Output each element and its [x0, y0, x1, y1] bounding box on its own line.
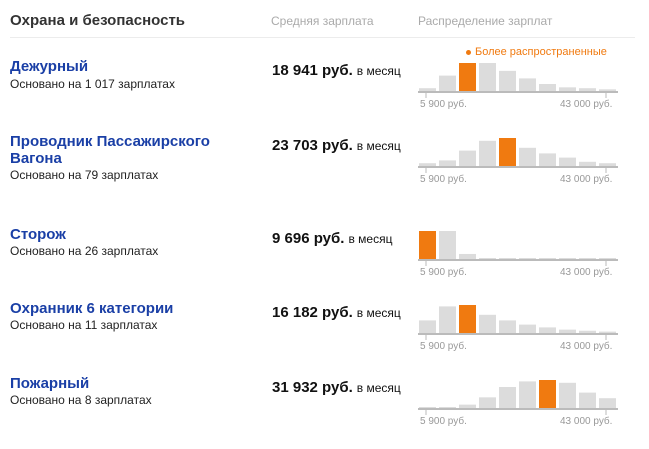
histogram-bar	[559, 329, 576, 333]
legend-dot-icon	[466, 49, 471, 55]
histogram-bar	[459, 404, 476, 408]
histogram-bar	[499, 387, 516, 408]
job-basis: Основано на 79 зарплатах	[10, 168, 159, 182]
job-title-link[interactable]: Проводник Пассажирского Вагона	[10, 133, 210, 167]
histogram-bar	[439, 160, 456, 166]
histogram-bar	[539, 258, 556, 259]
salary-histogram: 5 900 руб. 43 000 руб.	[418, 305, 618, 352]
histogram-bar	[519, 147, 536, 166]
salary-value: 9 696 руб.	[272, 230, 345, 247]
histogram-bar	[499, 320, 516, 333]
histogram-bar	[579, 88, 596, 91]
salary-unit: в месяц	[356, 64, 401, 78]
histogram-bar	[559, 157, 576, 166]
average-salary: 31 932 руб. в месяц	[272, 379, 401, 396]
job-basis: Основано на 11 зарплатах	[10, 318, 158, 332]
range-max-label: 43 000 руб.	[560, 266, 612, 278]
histogram-bar	[439, 231, 456, 259]
histogram-bar	[419, 407, 436, 408]
average-salary: 23 703 руб. в месяц	[272, 137, 401, 154]
histogram-bar	[539, 327, 556, 333]
histogram-bar	[539, 84, 556, 91]
histogram-bar	[439, 75, 456, 91]
salary-histogram: 5 900 руб. 43 000 руб.	[418, 380, 618, 427]
job-title-link[interactable]: Сторож	[10, 226, 66, 243]
average-salary: 9 696 руб. в месяц	[272, 230, 392, 247]
range-min-label: 5 900 руб.	[420, 98, 467, 110]
salary-value: 18 941 руб.	[272, 62, 353, 79]
job-title-link[interactable]: Охранник 6 категории	[10, 300, 174, 317]
avg-salary-column-header: Средняя зарплата	[271, 14, 374, 28]
histogram-bar	[459, 150, 476, 166]
histogram-bar	[479, 258, 496, 259]
histogram-bar	[559, 258, 576, 259]
job-title-link[interactable]: Пожарный	[10, 375, 90, 392]
histogram-bar	[559, 87, 576, 91]
histogram-bar-most-common	[459, 305, 476, 333]
range-max-label: 43 000 руб.	[560, 340, 612, 352]
histogram-bar	[519, 78, 536, 91]
salary-unit: в месяц	[356, 139, 401, 153]
histogram-bar	[539, 153, 556, 166]
histogram-bar	[479, 314, 496, 333]
range-max-label: 43 000 руб.	[560, 415, 612, 427]
salary-histogram: 5 900 руб. 43 000 руб.	[418, 231, 618, 278]
histogram-bar	[599, 163, 616, 166]
histogram-bar	[419, 88, 436, 91]
histogram-bar	[519, 381, 536, 408]
histogram-bar-most-common	[539, 380, 556, 408]
salary-value: 31 932 руб.	[272, 379, 353, 396]
histogram-bar	[519, 324, 536, 333]
job-basis: Основано на 1 017 зарплатах	[10, 77, 175, 91]
distribution-column-header: Распределение зарплат	[418, 14, 553, 28]
salary-histogram: 5 900 руб. 43 000 руб.	[418, 63, 618, 110]
range-min-label: 5 900 руб.	[420, 415, 467, 427]
histogram-bar	[459, 253, 476, 259]
histogram-bar	[439, 407, 456, 408]
histogram-bar	[579, 258, 596, 259]
histogram-bar	[559, 382, 576, 408]
range-max-label: 43 000 руб.	[560, 173, 612, 185]
histogram-bar	[579, 330, 596, 333]
histogram-bar	[439, 306, 456, 333]
job-basis: Основано на 26 зарплатах	[10, 244, 159, 258]
range-max-label: 43 000 руб.	[560, 98, 612, 110]
salary-unit: в месяц	[356, 381, 401, 395]
histogram-bar	[419, 320, 436, 333]
histogram-bar	[499, 70, 516, 91]
histogram-bar	[599, 258, 616, 259]
header-divider	[10, 37, 635, 38]
range-min-label: 5 900 руб.	[420, 173, 467, 185]
histogram-bar	[599, 398, 616, 408]
histogram-bar-most-common	[419, 231, 436, 259]
salary-unit: в месяц	[348, 232, 393, 246]
salary-histogram: 5 900 руб. 43 000 руб.	[418, 138, 618, 185]
job-basis: Основано на 8 зарплатах	[10, 393, 152, 407]
category-title: Охрана и безопасность	[10, 12, 186, 29]
histogram-bar	[599, 331, 616, 333]
job-title-link[interactable]: Дежурный	[10, 58, 89, 75]
histogram-bar	[479, 140, 496, 166]
histogram-bar	[579, 392, 596, 408]
range-min-label: 5 900 руб.	[420, 266, 467, 278]
histogram-bar-most-common	[499, 138, 516, 166]
average-salary: 16 182 руб. в месяц	[272, 304, 401, 321]
range-min-label: 5 900 руб.	[420, 340, 467, 352]
average-salary: 18 941 руб. в месяц	[272, 62, 401, 79]
histogram-bar	[579, 161, 596, 166]
salary-value: 23 703 руб.	[272, 137, 353, 154]
histogram-bar	[599, 89, 616, 91]
histogram-bar	[499, 258, 516, 259]
histogram-bar-most-common	[459, 63, 476, 91]
histogram-bar	[479, 397, 496, 408]
salary-unit: в месяц	[356, 306, 401, 320]
most-common-legend: Более распространенные	[466, 46, 607, 58]
histogram-bar	[519, 258, 536, 259]
legend-label: Более распространенные	[475, 46, 607, 58]
histogram-bar	[479, 63, 496, 91]
salary-value: 16 182 руб.	[272, 304, 353, 321]
histogram-bar	[419, 163, 436, 166]
